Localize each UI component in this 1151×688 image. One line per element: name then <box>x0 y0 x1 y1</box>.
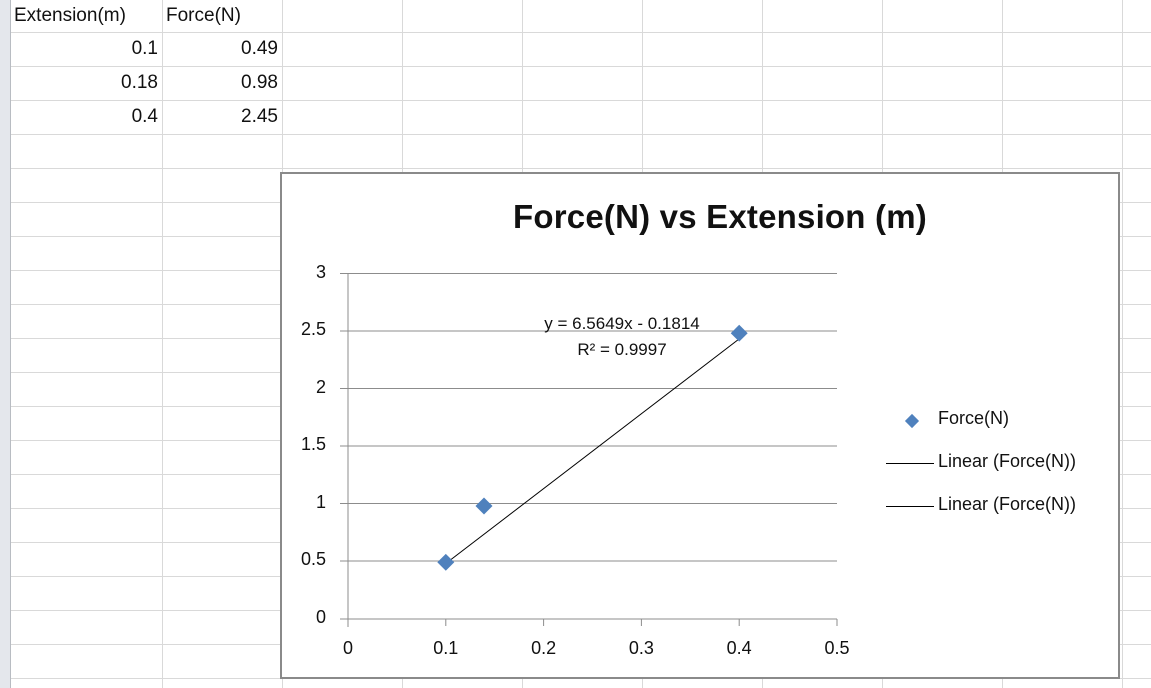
cell-a3[interactable]: 0.18 <box>121 72 158 93</box>
x-axis-ticks <box>347 619 838 626</box>
y-tick-label: 2.5 <box>300 319 326 339</box>
x-tick-label: 0.1 <box>433 638 459 658</box>
scatter-chart[interactable]: Force(N) vs Extension (m) <box>280 172 1120 679</box>
x-tick-label: 0.3 <box>628 638 654 658</box>
line-swatch-icon <box>886 463 934 464</box>
x-tick-label: 0.2 <box>531 638 557 658</box>
y-tick-label: 3 <box>315 262 326 282</box>
y-tick-label: 2 <box>315 377 326 397</box>
legend-item-force[interactable]: Force(N) <box>880 404 1110 447</box>
legend-item-linear-2[interactable]: Linear (Force(N)) <box>880 490 1110 533</box>
cell-b1-header[interactable]: Force(N) <box>166 5 241 26</box>
x-tick-label: 0.4 <box>726 638 752 658</box>
gridlines-horizontal <box>340 273 837 562</box>
row-header-strip <box>0 0 11 688</box>
plot-area[interactable] <box>282 174 1118 677</box>
legend-item-linear-1[interactable]: Linear (Force(N)) <box>880 447 1110 490</box>
data-point-2 <box>475 497 493 515</box>
cell-a2[interactable]: 0.1 <box>131 38 158 59</box>
cell-a4[interactable]: 0.4 <box>131 106 158 127</box>
legend-label: Force(N) <box>938 408 1009 428</box>
trendline-equation-label[interactable]: y = 6.5649x - 0.1814 <box>544 314 700 333</box>
legend-label: Linear (Force(N)) <box>938 494 1077 514</box>
cell-b3[interactable]: 0.98 <box>241 72 278 93</box>
data-markers <box>437 324 748 571</box>
cell-b4[interactable]: 2.45 <box>241 106 278 127</box>
data-point-3 <box>730 324 748 342</box>
chart-title[interactable]: Force(N) vs Extension (m) <box>513 198 927 235</box>
trendline-r2-label[interactable]: R² = 0.9997 <box>577 340 667 359</box>
y-tick-label: 1 <box>315 492 326 512</box>
cell-b2[interactable]: 0.49 <box>241 38 278 59</box>
x-tick-label: 0 <box>342 638 353 658</box>
diamond-marker-icon <box>904 413 920 429</box>
x-tick-label: 0.5 <box>824 638 850 658</box>
legend-label: Linear (Force(N)) <box>938 451 1077 471</box>
y-tick-label: 1.5 <box>300 434 326 454</box>
line-swatch-icon <box>886 506 934 507</box>
y-tick-label: 0.5 <box>300 549 326 569</box>
cell-a1-header[interactable]: Extension(m) <box>14 5 126 26</box>
chart-legend[interactable]: Force(N) Linear (Force(N)) Linear (Force… <box>880 404 1110 533</box>
y-tick-label: 0 <box>315 607 326 627</box>
trendline <box>445 338 740 564</box>
data-point-1 <box>437 553 455 571</box>
